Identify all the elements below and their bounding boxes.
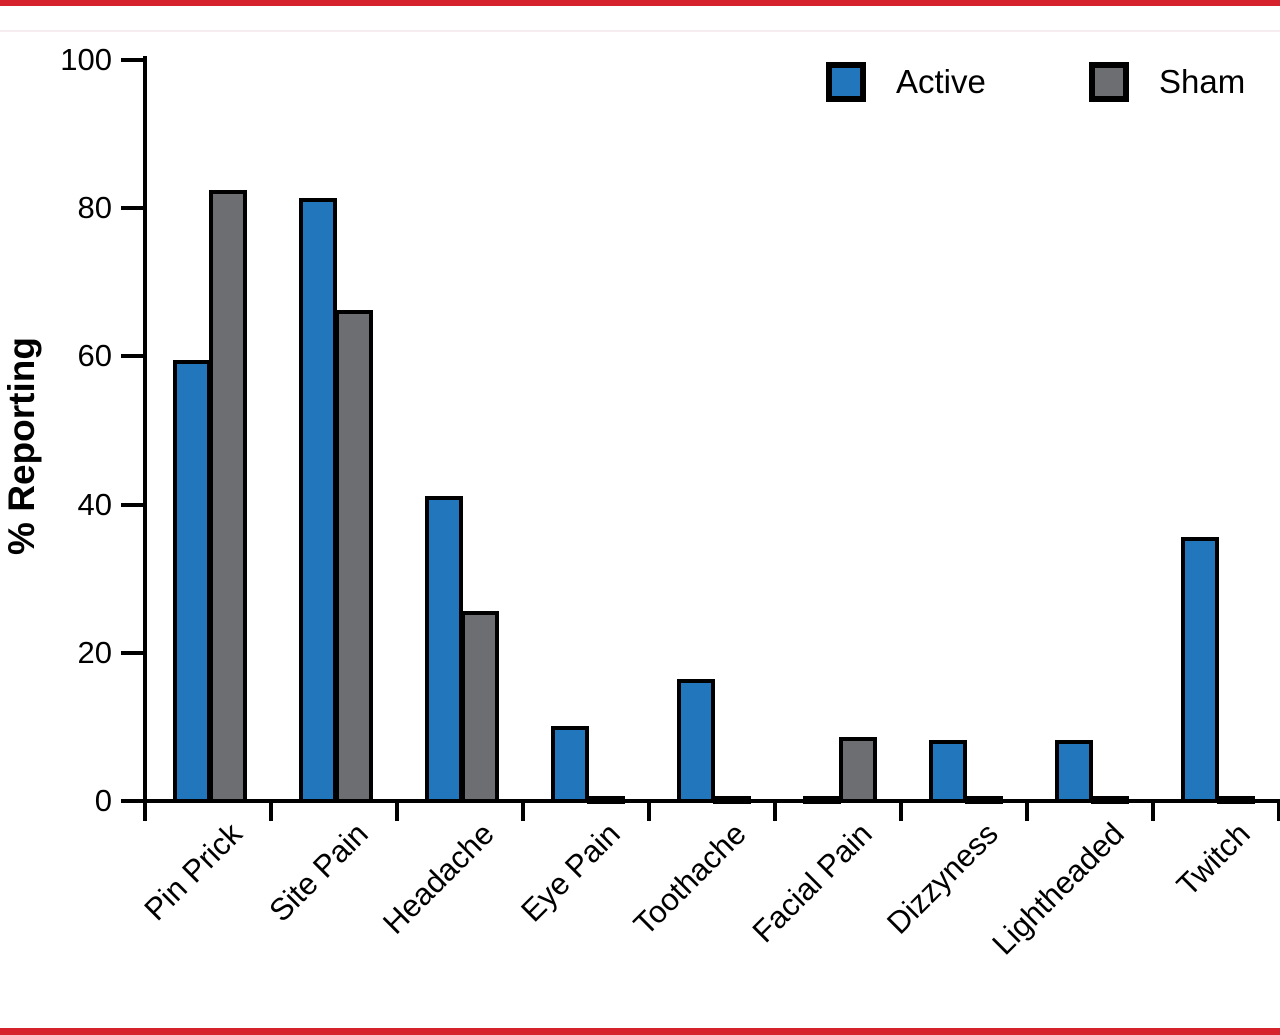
- y-tick-mark: [121, 206, 145, 211]
- y-tick-label: 100: [60, 42, 112, 77]
- bar-sham-twitch: [1217, 796, 1255, 804]
- x-tick-mark: [1277, 803, 1280, 821]
- y-tick-label: 0: [94, 783, 112, 818]
- bar-sham-toothache: [713, 796, 751, 804]
- y-tick-mark: [121, 354, 145, 359]
- bar-active-toothache: [677, 679, 715, 803]
- x-tick-mark: [395, 803, 399, 821]
- bar-active-dizzyness: [929, 740, 967, 803]
- x-tick-mark: [269, 803, 273, 821]
- y-tick-label: 60: [77, 338, 112, 374]
- bar-active-eye-pain: [551, 726, 589, 803]
- y-tick-label: 80: [77, 190, 112, 226]
- bar-sham-lightheaded: [1091, 796, 1129, 804]
- bar-active-pin-prick: [173, 360, 211, 803]
- bottom-border-stripe: [0, 1028, 1280, 1035]
- y-tick-mark: [121, 799, 145, 803]
- bar-sham-pin-prick: [209, 190, 247, 803]
- x-tick-mark: [143, 803, 147, 821]
- bar-active-twitch: [1181, 537, 1219, 803]
- x-tick-mark: [773, 803, 777, 821]
- x-tick-mark: [1151, 803, 1155, 821]
- bar-active-site-pain: [299, 198, 337, 803]
- legend-item-active: Active: [826, 60, 986, 104]
- bar-active-lightheaded: [1055, 740, 1093, 803]
- x-tick-mark: [647, 803, 651, 821]
- y-tick-mark: [121, 58, 145, 62]
- legend-swatch-sham: [1089, 62, 1129, 102]
- y-tick-label: 40: [77, 486, 112, 522]
- bar-sham-facial-pain: [839, 737, 877, 803]
- bar-sham-headache: [461, 611, 499, 803]
- x-tick-mark: [1025, 803, 1029, 821]
- x-tick-mark: [521, 803, 525, 821]
- bar-sham-eye-pain: [587, 796, 625, 804]
- top-border-stripe: [0, 0, 1280, 6]
- legend-label-active: Active: [896, 63, 986, 100]
- bar-active-headache: [425, 496, 463, 803]
- legend-label-sham: Sham: [1159, 63, 1246, 100]
- y-axis-line: [143, 56, 147, 803]
- y-tick-mark: [121, 650, 145, 655]
- bar-active-facial-pain: [803, 796, 841, 804]
- top-faint-rule: [0, 30, 1280, 32]
- bar-sham-site-pain: [335, 310, 373, 803]
- x-tick-mark: [899, 803, 903, 821]
- legend-item-sham: Sham: [1089, 60, 1245, 104]
- legend-swatch-active: [826, 62, 866, 102]
- bar-sham-dizzyness: [965, 796, 1003, 804]
- y-tick-mark: [121, 502, 145, 507]
- y-tick-label: 20: [77, 634, 112, 670]
